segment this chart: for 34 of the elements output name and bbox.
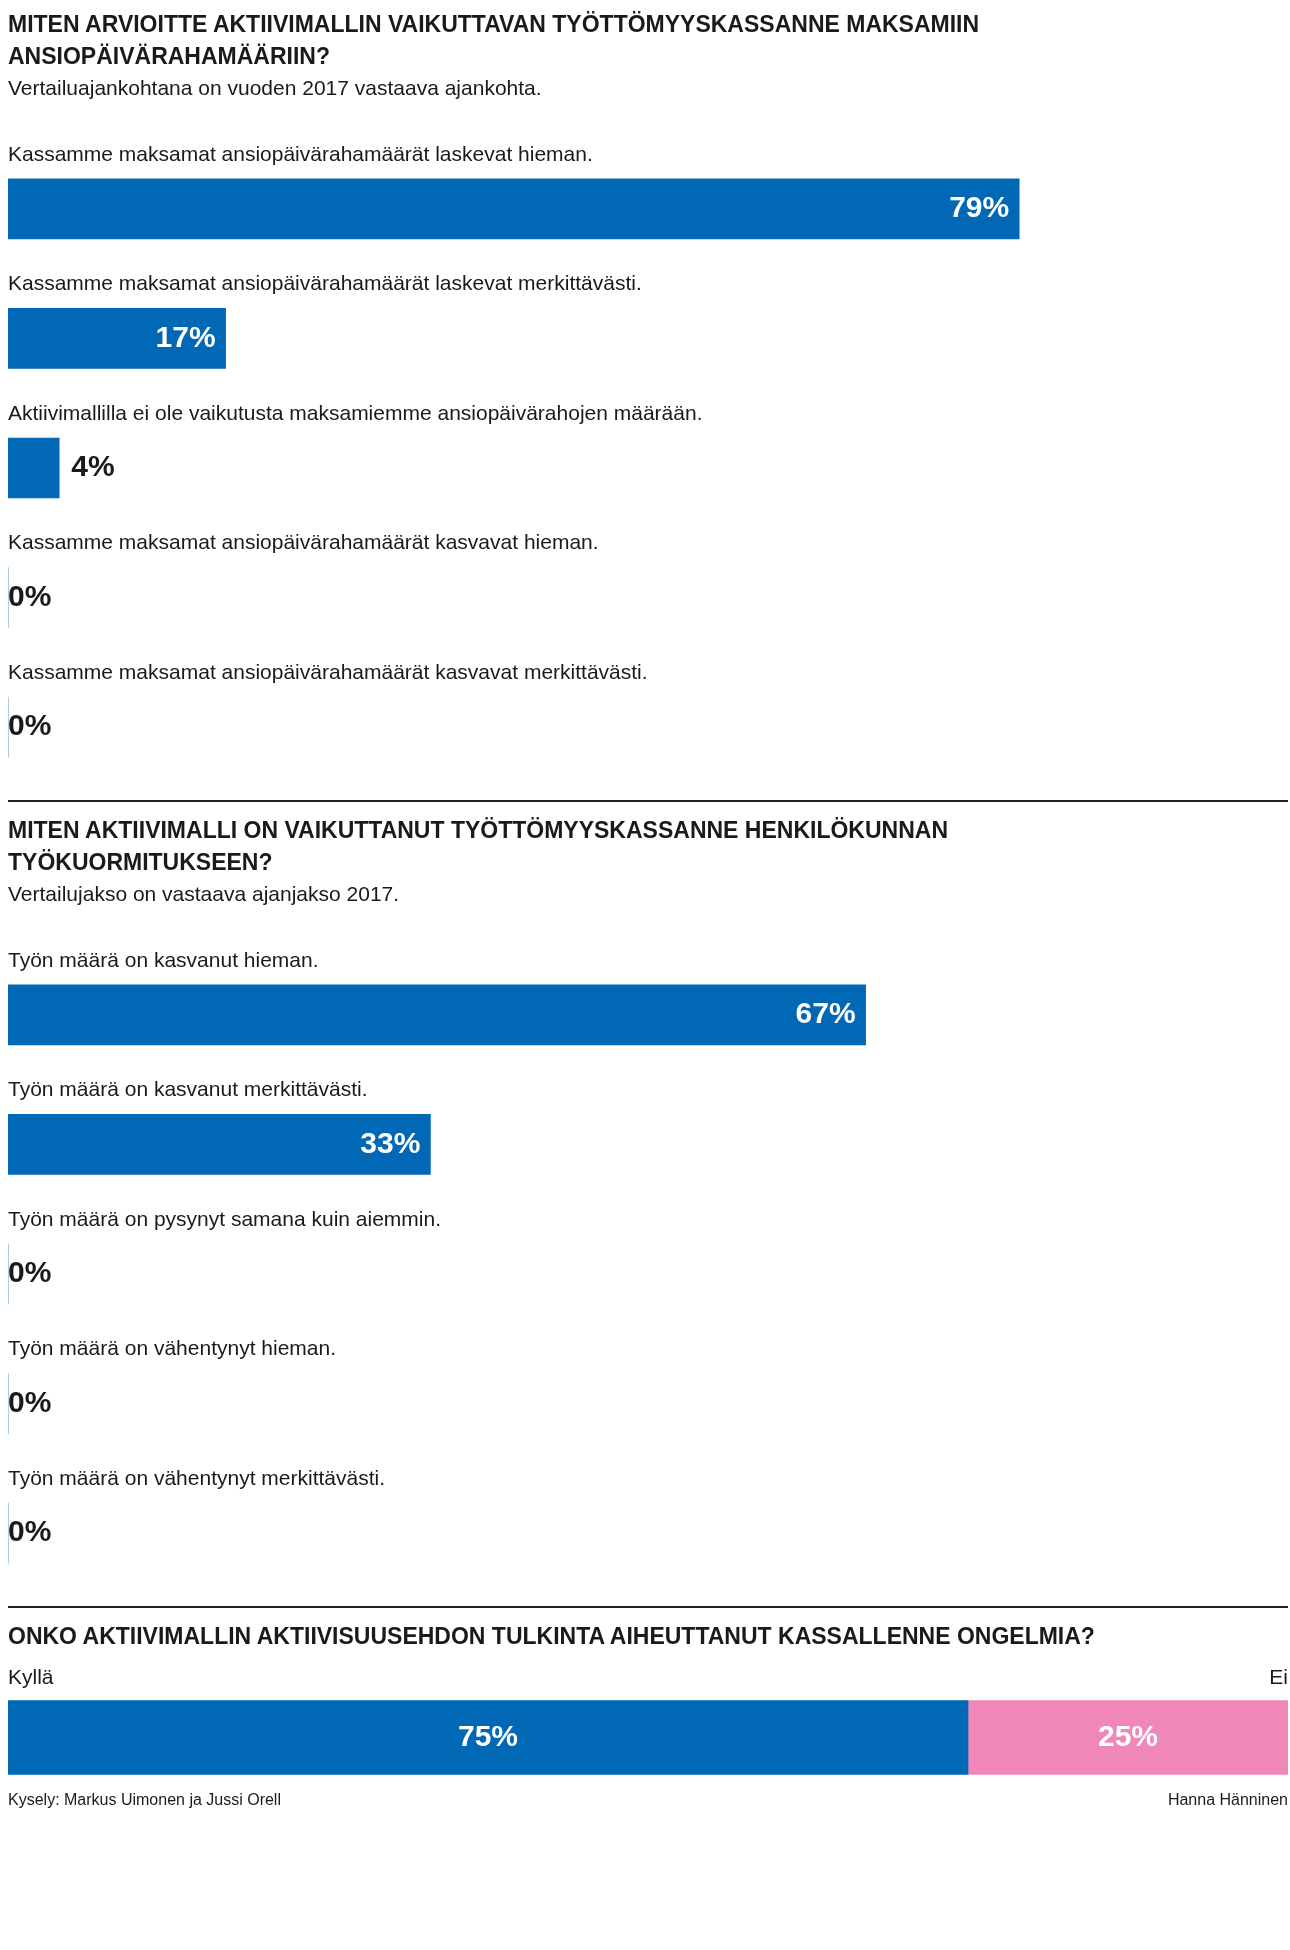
category-label: Kassamme maksamat ansiopäivärahamäärät laskevat hieman.	[8, 141, 593, 165]
category-label: Työn määrä on vähentynyt hieman.	[8, 1336, 337, 1360]
category-label: Kassamme maksamat ansiopäivärahamäärät kasvavat merkittävästi.	[8, 660, 648, 683]
data-label: 33%	[360, 1125, 421, 1159]
text: Hanna Hänninen	[1167, 1791, 1288, 1809]
text: Kysely: Markus Uimonen ja Jussi Orell	[8, 1791, 281, 1809]
data-label: 75%	[457, 1718, 519, 1752]
data-label: 0%	[8, 1384, 52, 1418]
bar	[8, 437, 60, 499]
series-label: Kyllä	[8, 1665, 54, 1689]
data-label: 79%	[949, 190, 1010, 224]
chart-title: ONKO AKTIIVIMALLIN AKTIIVISUUSEHDON TULKINTA AIHEUTTANUT KASSALLENNE ONGELMIA?	[8, 1622, 1096, 1651]
category-label: Työn määrä on kasvanut merkittävästi.	[8, 1077, 368, 1101]
chart-title: MITEN AKTIIVIMALLI ON VAIKUTTANUT TYÖTTÖMYYSKASSANNE HENKILÖKUNNAN TYÖKUORMITUKSEEN?	[8, 816, 949, 877]
data-label: 17%	[155, 319, 216, 353]
bar	[8, 308, 226, 369]
category-label: Työn määrä on kasvanut hieman.	[8, 947, 319, 971]
data-label: 0%	[8, 578, 52, 612]
data-label: 67%	[795, 996, 856, 1030]
data-label: 4%	[71, 449, 115, 483]
series-label: Ei	[1269, 1665, 1288, 1689]
category-label: Kassamme maksamat ansiopäivärahamäärät laskevat merkittävästi.	[8, 271, 642, 295]
category-label: Aktiivimallilla ei ole vaikutusta maksamiemme ansiopäivärahojen määrään.	[8, 400, 703, 424]
chart-title: MITEN ARVIOITTE AKTIIVIMALLIN VAIKUTTAVAN TYÖTTÖMYYSKASSANNE MAKSAMIIN ANSIOPÄIVÄRAHAMÄÄRIIN?	[8, 10, 981, 71]
chart-subtitle: Vertailujakso on vastaava ajanjakso 2017.	[8, 882, 401, 906]
category-label: Työn määrä on pysynyt samana kuin aiemmin.	[8, 1206, 442, 1230]
data-label: 25%	[1097, 1718, 1159, 1752]
data-label: 0%	[8, 1514, 52, 1548]
category-label: Työn määrä on vähentynyt merkittävästi.	[8, 1466, 386, 1489]
bar	[8, 178, 1020, 240]
data-label: 0%	[8, 708, 52, 742]
data-label: 0%	[8, 1255, 52, 1289]
category-label: Kassamme maksamat ansiopäivärahamäärät kasvavat hieman.	[8, 530, 599, 554]
chart-subtitle: Vertailuajankohtana on vuoden 2017 vastaava ajankohta.	[8, 76, 543, 100]
